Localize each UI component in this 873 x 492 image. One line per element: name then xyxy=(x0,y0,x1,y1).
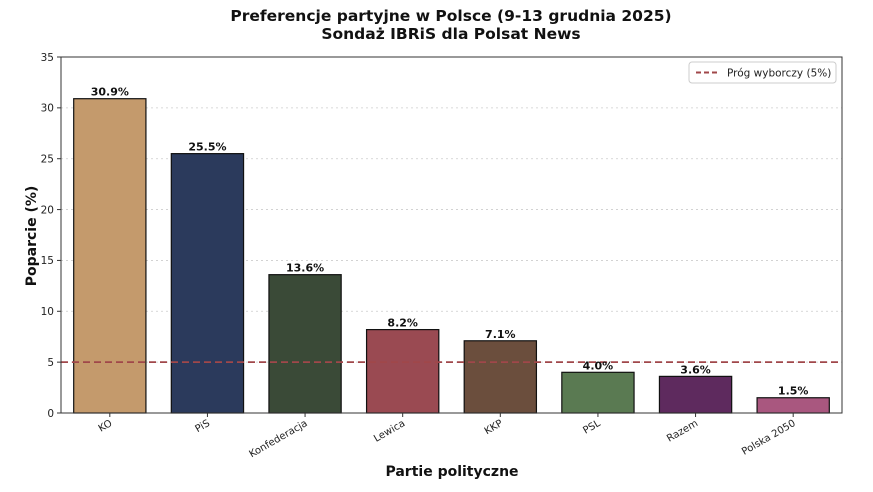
y-tick-label: 5 xyxy=(47,357,54,369)
data-label: 7.1% xyxy=(485,328,516,341)
x-tick-label: Lewica xyxy=(372,418,407,445)
y-tick-label: 30 xyxy=(41,103,54,115)
x-axis-ticks: KO PiS Konfederacja Lewica KKP PSL Razem Polska… xyxy=(97,413,798,460)
y-axis-ticks: 0 5 10 15 20 25 30 35 xyxy=(41,52,61,420)
legend: Próg wyborczy (5%) xyxy=(688,61,837,84)
bar-razem xyxy=(658,375,733,414)
x-tick-label: Razem xyxy=(665,418,700,445)
bar-ko xyxy=(73,98,147,414)
data-label: 13.6% xyxy=(286,262,324,275)
y-tick-label: 10 xyxy=(41,306,54,318)
y-tick-label: 15 xyxy=(41,255,54,267)
data-label: 1.5% xyxy=(778,385,809,398)
bar-polska-2050 xyxy=(756,397,830,414)
data-label: 4.0% xyxy=(583,359,614,372)
chart-subtitle: Sondaż IBRiS dla Polsat News xyxy=(321,25,580,43)
data-labels: 30.9% 25.5% 13.6% 8.2% 7.1% 4.0% 3.6% 1.5% xyxy=(91,86,809,398)
plot-frame xyxy=(60,56,843,414)
legend-box xyxy=(688,61,837,84)
x-tick-label: KKP xyxy=(483,418,505,437)
x-tick-label: KO xyxy=(97,418,115,435)
legend-label: Próg wyborczy (5%) xyxy=(727,68,831,80)
data-label: 3.6% xyxy=(680,363,711,376)
y-tick-label: 35 xyxy=(41,52,54,64)
y-tick-label: 25 xyxy=(41,154,54,166)
chart-title: Preferencje partyjne w Polsce (9-13 grud… xyxy=(230,7,671,25)
bar-lewica xyxy=(365,328,440,414)
data-label: 30.9% xyxy=(91,86,129,99)
bars xyxy=(73,98,830,414)
x-tick-label: PiS xyxy=(194,418,212,435)
data-label: 8.2% xyxy=(387,317,418,330)
y-tick-label: 0 xyxy=(47,408,54,420)
bar-konfederacja xyxy=(268,274,342,414)
y-axis-label: Poparcie (%) xyxy=(24,186,40,287)
bar-kkp xyxy=(463,340,538,414)
bar-pis xyxy=(170,153,245,414)
x-axis-label: Partie polityczne xyxy=(385,464,518,480)
bar-psl xyxy=(561,371,635,414)
y-tick-label: 20 xyxy=(41,204,54,216)
x-tick-label: PSL xyxy=(581,418,602,437)
data-label: 25.5% xyxy=(188,141,226,154)
x-tick-label: Polska 2050 xyxy=(740,418,798,458)
x-tick-label: Konfederacja xyxy=(247,418,309,460)
